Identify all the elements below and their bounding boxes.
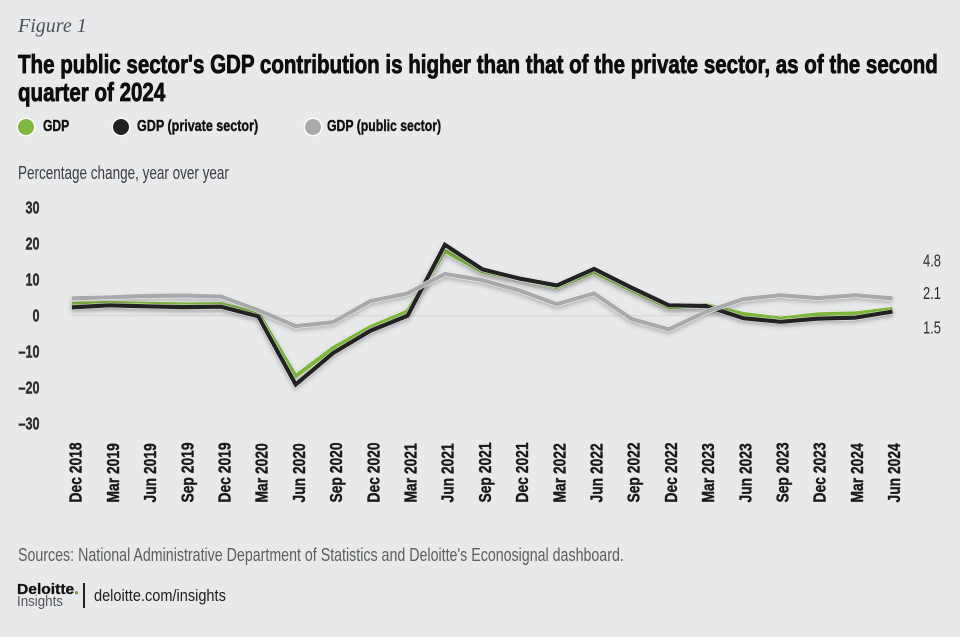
svg-text:–10: –10: [18, 343, 39, 363]
svg-text:Sep 2020: Sep 2020: [326, 442, 346, 502]
svg-text:–30: –30: [18, 415, 39, 435]
svg-text:Dec 2021: Dec 2021: [512, 442, 532, 502]
svg-text:Jun 2024: Jun 2024: [884, 443, 904, 502]
svg-text:Jun 2022: Jun 2022: [587, 443, 607, 502]
svg-text:4.8: 4.8: [923, 252, 941, 271]
svg-text:2.1: 2.1: [923, 284, 941, 303]
svg-text:Jun 2020: Jun 2020: [289, 443, 309, 502]
svg-text:Sep 2021: Sep 2021: [475, 442, 495, 502]
svg-text:1.5: 1.5: [923, 319, 941, 338]
svg-text:Mar 2022: Mar 2022: [550, 443, 570, 502]
svg-text:Dec 2023: Dec 2023: [810, 442, 830, 502]
svg-text:Dec 2020: Dec 2020: [364, 442, 384, 502]
svg-text:Sep 2023: Sep 2023: [773, 442, 793, 502]
svg-text:Dec 2019: Dec 2019: [215, 442, 235, 502]
svg-text:30: 30: [25, 199, 39, 219]
svg-text:Mar 2019: Mar 2019: [103, 443, 123, 502]
svg-text:Dec 2022: Dec 2022: [661, 442, 681, 502]
svg-text:Mar 2024: Mar 2024: [847, 443, 867, 502]
svg-text:Jun 2019: Jun 2019: [140, 443, 160, 502]
svg-text:10: 10: [25, 271, 39, 291]
svg-text:Jun 2021: Jun 2021: [438, 443, 458, 502]
svg-text:Dec 2018: Dec 2018: [66, 442, 86, 502]
svg-text:Jun 2023: Jun 2023: [736, 443, 756, 502]
svg-text:Mar 2021: Mar 2021: [401, 443, 421, 502]
svg-text:Sep 2022: Sep 2022: [624, 442, 644, 502]
svg-text:–20: –20: [18, 379, 39, 399]
svg-text:Sep 2019: Sep 2019: [178, 442, 198, 502]
svg-text:20: 20: [25, 235, 39, 255]
svg-text:0: 0: [32, 307, 39, 327]
svg-text:Mar 2020: Mar 2020: [252, 443, 272, 502]
svg-text:Mar 2023: Mar 2023: [698, 443, 718, 502]
